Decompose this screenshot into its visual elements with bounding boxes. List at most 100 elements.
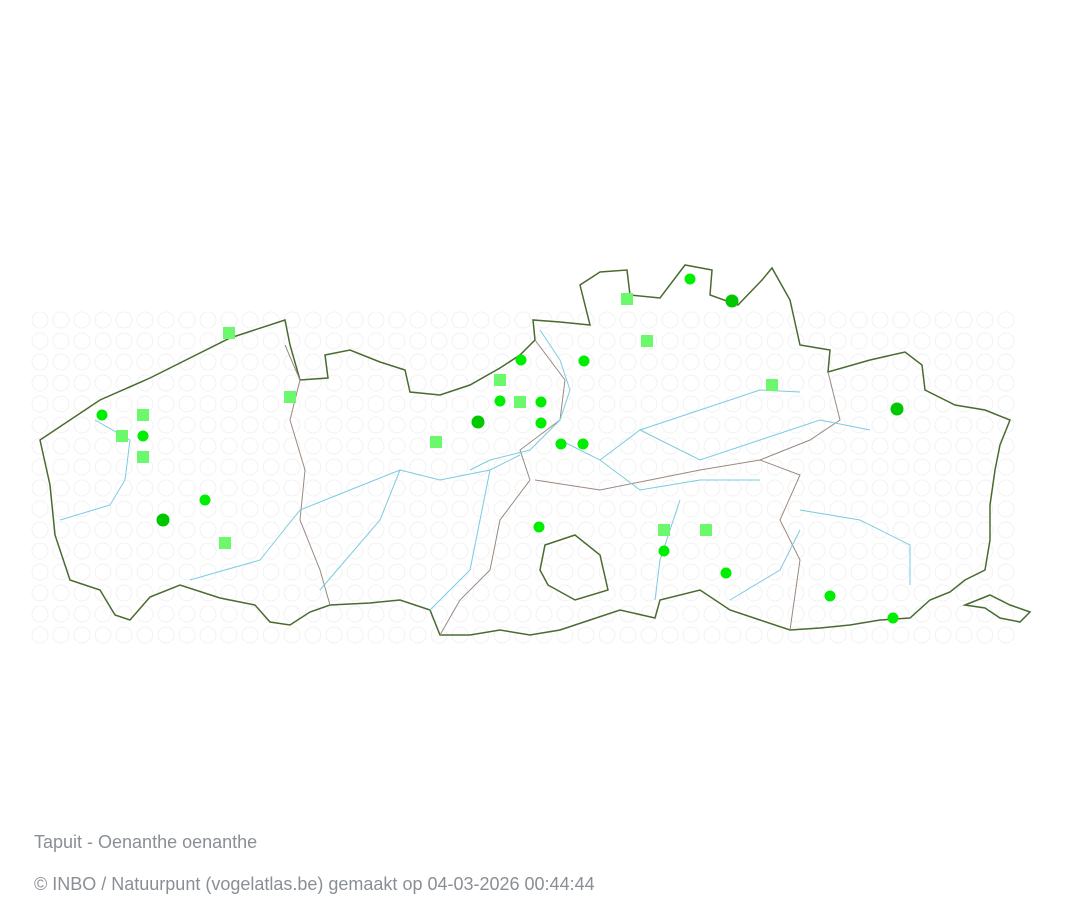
- marker-circle: [199, 494, 211, 506]
- grid-cell: [535, 500, 553, 518]
- grid-cell: [115, 458, 133, 476]
- grid-cell: [892, 332, 910, 350]
- marker-circle-dark: [890, 402, 904, 416]
- grid-cell: [955, 374, 973, 392]
- grid-cell: [745, 542, 763, 560]
- grid-cell: [766, 458, 784, 476]
- grid-cell: [955, 353, 973, 371]
- grid-cell: [157, 626, 175, 644]
- grid-cell: [346, 605, 364, 623]
- grid-cell: [388, 479, 406, 497]
- grid-cell: [556, 626, 574, 644]
- grid-cell: [976, 626, 994, 644]
- grid-cell: [871, 479, 889, 497]
- grid-cell: [556, 311, 574, 329]
- grid-cell: [619, 605, 637, 623]
- grid-cell: [199, 437, 217, 455]
- grid-cell: [682, 626, 700, 644]
- grid-cell: [871, 332, 889, 350]
- grid-cell: [325, 458, 343, 476]
- grid-cell: [976, 437, 994, 455]
- grid-cell: [136, 626, 154, 644]
- grid-cell: [745, 374, 763, 392]
- grid-cell: [976, 332, 994, 350]
- grid-cell: [73, 416, 91, 434]
- grid-cell: [850, 584, 868, 602]
- grid-cell: [367, 395, 385, 413]
- grid-cell: [976, 521, 994, 539]
- grid-cell: [73, 605, 91, 623]
- grid-cell: [871, 374, 889, 392]
- grid-cell: [787, 353, 805, 371]
- grid-cell: [955, 626, 973, 644]
- grid-cell: [304, 458, 322, 476]
- grid-cell: [31, 584, 49, 602]
- grid-cell: [304, 374, 322, 392]
- grid-cell: [52, 500, 70, 518]
- marker-circle-dark: [156, 513, 170, 527]
- grid-cell: [619, 521, 637, 539]
- grid-cell: [808, 332, 826, 350]
- marker-circle: [658, 545, 670, 557]
- grid-cell: [199, 626, 217, 644]
- grid-cell: [472, 626, 490, 644]
- grid-cell: [997, 437, 1015, 455]
- grid-cell: [808, 605, 826, 623]
- grid-cell: [661, 605, 679, 623]
- grid-cell: [346, 542, 364, 560]
- grid-cell: [934, 521, 952, 539]
- grid-cell: [73, 458, 91, 476]
- grid-cell: [955, 395, 973, 413]
- grid-cell: [871, 437, 889, 455]
- grid-cell: [724, 311, 742, 329]
- grid-cell: [115, 563, 133, 581]
- grid-cell: [388, 626, 406, 644]
- grid-cell: [325, 542, 343, 560]
- grid-cell: [577, 311, 595, 329]
- grid-cell: [388, 395, 406, 413]
- grid-cell: [724, 395, 742, 413]
- grid-cell: [577, 458, 595, 476]
- grid-cell: [682, 374, 700, 392]
- grid-cell: [430, 500, 448, 518]
- grid-cell: [94, 458, 112, 476]
- grid-cell: [724, 332, 742, 350]
- grid-cell: [745, 437, 763, 455]
- grid-cell: [724, 458, 742, 476]
- grid-cell: [871, 458, 889, 476]
- grid-cell: [619, 584, 637, 602]
- grid-cell: [220, 353, 238, 371]
- grid-cell: [577, 626, 595, 644]
- grid-cell: [73, 374, 91, 392]
- grid-cell: [283, 584, 301, 602]
- grid-cell: [199, 416, 217, 434]
- marker-square: [137, 409, 149, 421]
- grid-cell: [451, 605, 469, 623]
- grid-cell: [409, 416, 427, 434]
- grid-cell: [199, 395, 217, 413]
- grid-cell: [850, 353, 868, 371]
- grid-cell: [514, 584, 532, 602]
- grid-cell: [325, 311, 343, 329]
- grid-cell: [514, 563, 532, 581]
- grid-cell: [115, 542, 133, 560]
- grid-cell: [451, 500, 469, 518]
- grid-cell: [661, 458, 679, 476]
- grid-cell: [283, 437, 301, 455]
- grid-cell: [262, 605, 280, 623]
- grid-cell: [178, 479, 196, 497]
- grid-cell: [829, 500, 847, 518]
- marker-circle: [684, 273, 696, 285]
- grid-cell: [430, 374, 448, 392]
- grid-cell: [178, 605, 196, 623]
- grid-cell: [661, 437, 679, 455]
- grid-cell: [304, 626, 322, 644]
- grid-cell: [472, 374, 490, 392]
- grid-cell: [178, 437, 196, 455]
- grid-cell: [52, 374, 70, 392]
- grid-cell: [703, 626, 721, 644]
- grid-cell: [997, 458, 1015, 476]
- grid-cell: [997, 500, 1015, 518]
- grid-cell: [451, 521, 469, 539]
- grid-cell: [52, 416, 70, 434]
